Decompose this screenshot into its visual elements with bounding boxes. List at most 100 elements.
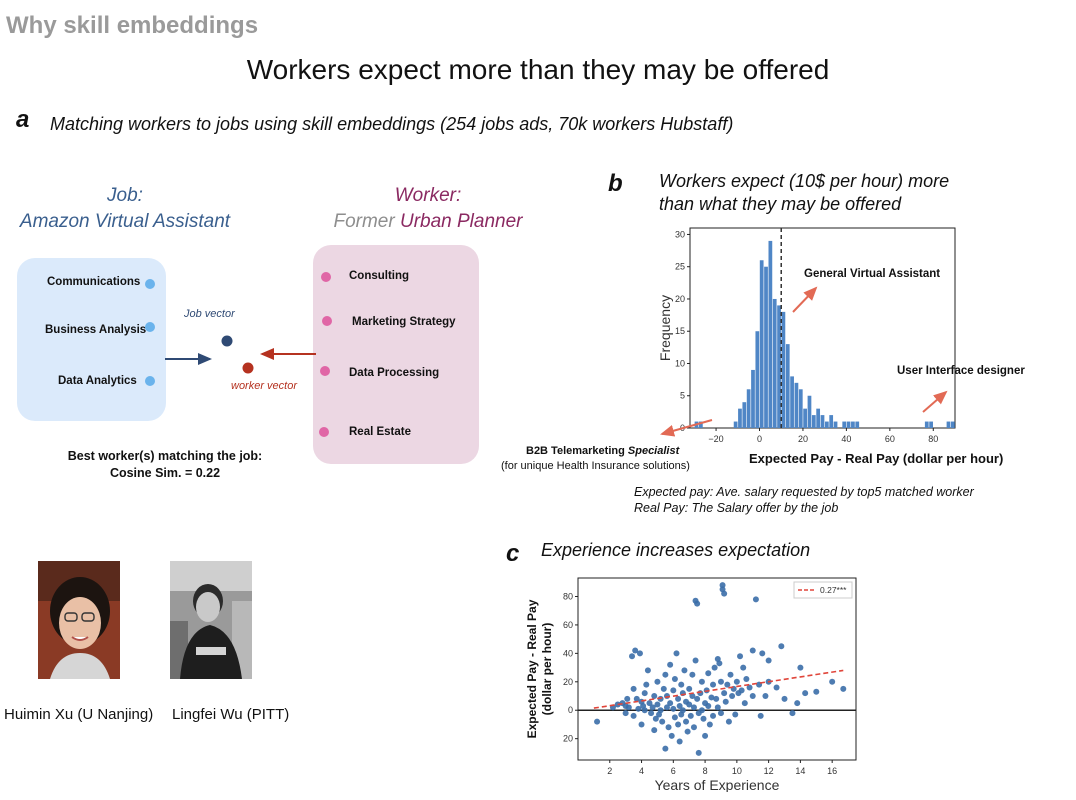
scatter-point [711,664,718,671]
scatter-point [654,701,661,708]
y-tick-label: 10 [675,358,685,368]
scatter-point [708,694,715,701]
scatter-point [690,704,697,711]
scatter-point [643,681,650,688]
scatter-point [657,707,664,714]
job-heading: Job: Amazon Virtual Assistant [15,185,235,233]
panel-b-title-line2: than what they may be offered [659,194,902,214]
panel-b-note-line2: Real Pay: The Salary offer by the job [634,501,839,515]
y-tick-label: 20 [563,734,573,744]
scatter-point [778,643,785,650]
avatar [38,561,120,679]
x-tick-label: 0 [757,434,762,442]
scatter-point [686,701,693,708]
scatter-point [622,710,629,717]
scatter-point [632,647,639,654]
scatter-point [689,693,696,700]
x-tick-label: 80 [928,434,938,442]
histogram-bar [842,421,847,428]
scatter-point [683,718,690,725]
scatter-point [762,693,769,700]
scatter-point [840,685,847,692]
histogram-bar [794,382,799,428]
histogram-bar [733,421,738,428]
scatter-point [675,721,682,728]
scatter-point [725,718,732,725]
scatter-point [698,707,705,714]
histogram-bar [946,421,951,428]
histogram-bar [816,408,821,428]
scatter-point [700,715,707,722]
scatter-point [663,704,670,711]
scatter-point [641,707,648,714]
best-match-line1: Best worker(s) matching the job: [67,449,263,463]
scatter-ylabel-line1: Expected Pay - Real Pay [525,599,539,738]
x-tick-label: −20 [708,434,723,442]
job-skill-box [17,258,166,421]
scatter-point [695,749,702,756]
histogram-bar [746,389,751,428]
x-tick-label: 10 [732,766,742,776]
worker-skill-dot [321,272,331,282]
best-match-line2: Cosine Sim. = 0.22 [109,466,221,480]
legend-label: 0.27*** [820,585,847,595]
worker-vector-label: worker vector [231,380,298,392]
scatter-point [665,724,672,731]
scatter-point [717,678,724,685]
scatter-point [689,671,696,678]
scatter-point [752,596,759,603]
scatter-point [713,695,720,702]
scatter-point [624,695,631,702]
scatter-point [684,728,691,735]
scatter-point [737,653,744,660]
trend-line [593,669,844,709]
scatter-point [705,670,712,677]
plot-frame [577,577,857,761]
avatar [170,561,252,679]
histogram-bar [785,344,790,428]
scatter-point [678,681,685,688]
annotation-general-virtual-assistant: General Virtual Assistant [804,268,941,280]
histogram-bar [833,421,838,428]
histogram-bar [742,402,747,428]
histogram-bar [924,421,929,428]
vector-diagram [165,335,316,374]
histogram-bar [755,331,760,428]
scatter-point [757,712,764,719]
job-skill-communications: Communications [47,276,141,288]
scatter-point [705,702,712,709]
worker-skill-consulting: Consulting [349,270,410,282]
scatter-point [625,704,632,711]
histogram-xlabel: Expected Pay - Real Pay (dollar per hour… [749,451,1004,466]
histogram-bar [698,421,703,428]
panel-b-note-line1: Expected pay: Ave. salary requested by t… [634,485,974,499]
scatter-point [722,698,729,705]
scatter-point [727,671,734,678]
scatter-point [716,660,723,667]
scatter-point [759,650,766,657]
worker-heading: Worker: Former Urban Planner [318,185,538,233]
worker-heading-line1: Worker: [394,185,462,206]
scatter-point [694,695,701,702]
x-tick-label: 20 [798,434,808,442]
histogram-bar [929,421,933,428]
histogram-bar [803,408,807,428]
scatter-point [636,650,643,657]
scatter-point [646,700,653,707]
scatter-point [743,675,750,682]
y-tick-label: 0 [680,423,685,433]
scatter-point [710,712,717,719]
y-tick-label: 25 [675,262,685,272]
histogram-chart: 0 5 10 15 20 25 30 −20 0 20 40 60 80 Frequency [657,227,956,442]
scatter-point [641,690,648,697]
worker-skill-data-processing: Data Processing [349,367,440,379]
histogram-bar [820,415,825,428]
histogram-bar [950,421,955,428]
person-name: Huimin Xu (U Nanjing) [4,706,154,723]
scatter-point [686,685,693,692]
worker-skill-box [313,245,479,464]
job-skill-business-analysis: Business Analysis [45,324,147,336]
scatter-point [717,710,724,717]
plot-frame [689,227,956,429]
histogram-bar [764,266,768,428]
